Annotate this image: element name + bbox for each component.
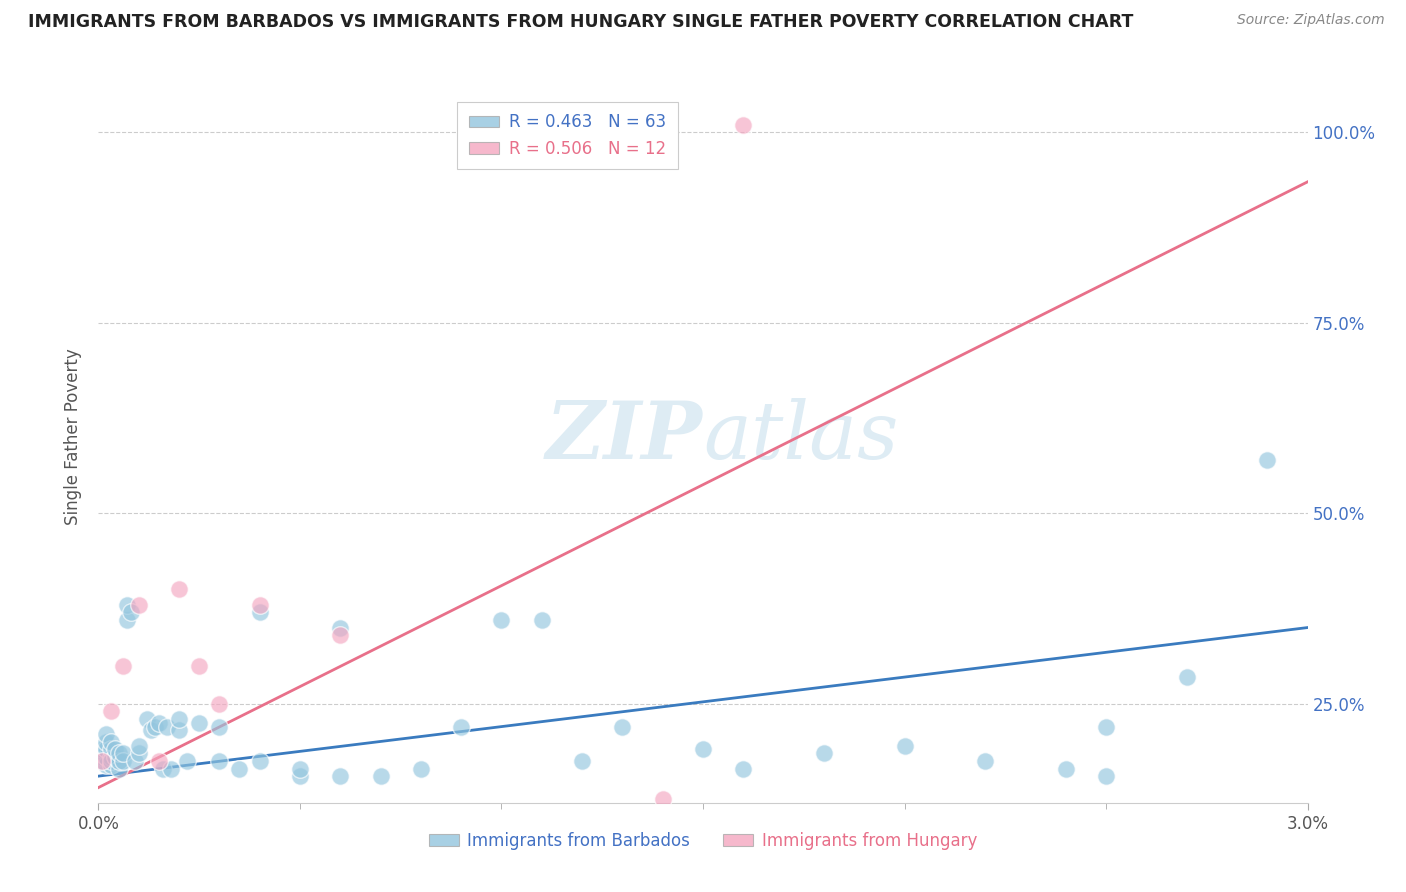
Point	[100, 754, 122, 768]
Point	[329, 769, 352, 783]
Point	[491, 613, 513, 627]
Point	[167, 712, 190, 726]
Point	[288, 769, 311, 783]
Text: IMMIGRANTS FROM BARBADOS VS IMMIGRANTS FROM HUNGARY SINGLE FATHER POVERTY CORREL: IMMIGRANTS FROM BARBADOS VS IMMIGRANTS F…	[28, 13, 1133, 31]
Point	[107, 746, 129, 760]
Point	[1095, 769, 1118, 783]
Point	[100, 735, 122, 749]
Point	[329, 628, 352, 642]
Point	[143, 720, 166, 734]
Point	[91, 754, 114, 768]
Point	[208, 754, 231, 768]
Point	[100, 742, 122, 756]
Point	[249, 598, 271, 612]
Point	[733, 118, 755, 132]
Point	[128, 746, 150, 760]
Point	[96, 750, 118, 764]
Point	[111, 754, 134, 768]
Point	[152, 762, 174, 776]
Point	[612, 720, 634, 734]
Point	[651, 792, 673, 806]
Point	[103, 750, 125, 764]
Point	[120, 605, 142, 619]
Point	[107, 754, 129, 768]
Point	[167, 582, 190, 597]
Point	[156, 720, 179, 734]
Point	[160, 762, 183, 776]
Point	[96, 742, 118, 756]
Point	[228, 762, 250, 776]
Point	[409, 762, 432, 776]
Point	[167, 723, 190, 738]
Point	[111, 658, 134, 673]
Point	[288, 762, 311, 776]
Point	[249, 754, 271, 768]
Point	[208, 720, 231, 734]
Point	[139, 723, 162, 738]
Point	[1095, 720, 1118, 734]
Point	[91, 750, 114, 764]
Point	[571, 754, 593, 768]
Point	[96, 757, 118, 772]
Point	[370, 769, 392, 783]
Point	[115, 613, 138, 627]
Point	[91, 754, 114, 768]
Point	[188, 658, 211, 673]
Point	[100, 757, 122, 772]
Point	[107, 762, 129, 776]
Point	[135, 712, 157, 726]
Point	[96, 727, 118, 741]
Text: atlas: atlas	[703, 399, 898, 475]
Point	[115, 598, 138, 612]
Point	[893, 739, 915, 753]
Point	[188, 715, 211, 730]
Text: Source: ZipAtlas.com: Source: ZipAtlas.com	[1237, 13, 1385, 28]
Point	[208, 697, 231, 711]
Point	[128, 598, 150, 612]
Point	[176, 754, 198, 768]
Point	[91, 742, 114, 756]
Point	[100, 750, 122, 764]
Point	[329, 621, 352, 635]
Point	[148, 715, 170, 730]
Point	[100, 705, 122, 719]
Point	[530, 613, 553, 627]
Point	[1175, 670, 1198, 684]
Point	[733, 762, 755, 776]
Point	[692, 742, 714, 756]
Text: ZIP: ZIP	[546, 399, 703, 475]
Point	[148, 754, 170, 768]
Y-axis label: Single Father Poverty: Single Father Poverty	[65, 349, 83, 525]
Point	[128, 739, 150, 753]
Point	[124, 754, 146, 768]
Point	[974, 754, 997, 768]
Point	[813, 746, 835, 760]
Point	[450, 720, 472, 734]
Point	[96, 735, 118, 749]
Point	[103, 742, 125, 756]
Point	[1256, 453, 1278, 467]
Legend: Immigrants from Barbados, Immigrants from Hungary: Immigrants from Barbados, Immigrants fro…	[422, 825, 984, 856]
Point	[1054, 762, 1077, 776]
Point	[249, 605, 271, 619]
Point	[111, 746, 134, 760]
